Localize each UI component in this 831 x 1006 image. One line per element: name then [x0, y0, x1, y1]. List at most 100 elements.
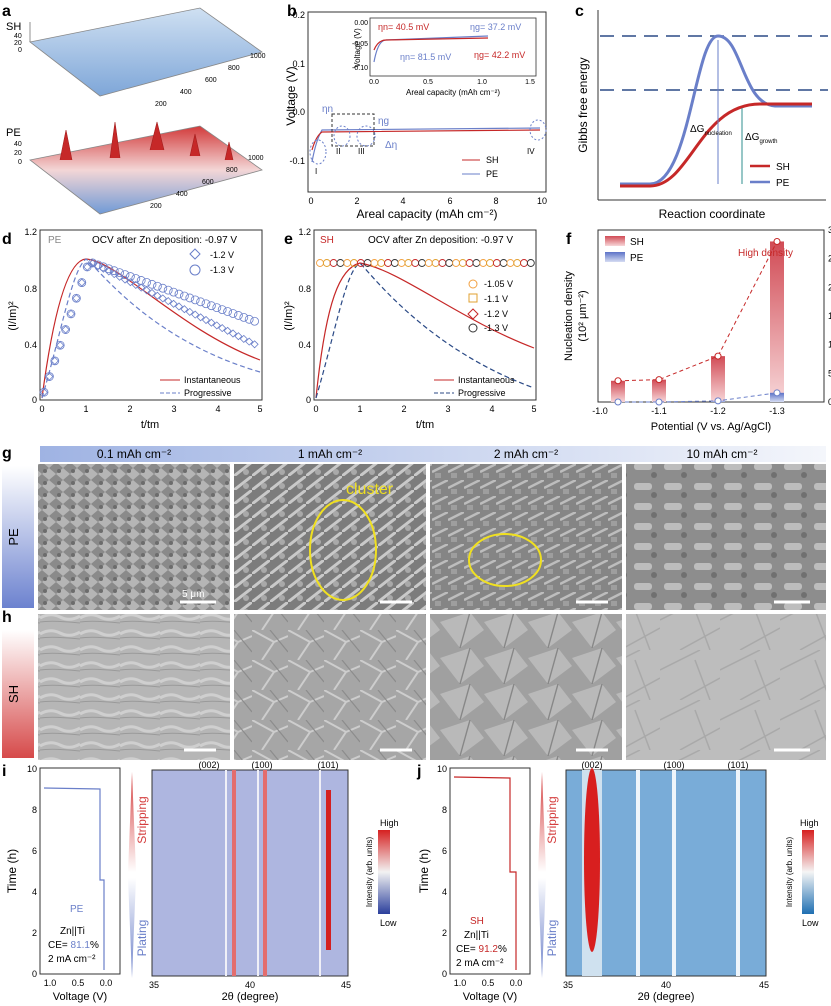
c-legend-sh: SH [776, 162, 790, 173]
e-marker [465, 259, 474, 267]
panel-c: c Gibbs free energy Reaction coordinate … [575, 3, 828, 221]
e-xlabel: t/tm [416, 419, 434, 431]
f-ytick-2: 5 [828, 368, 831, 378]
d-marker-diamond [174, 302, 184, 311]
d-marker-diamond [158, 294, 167, 303]
d-marker-diamond [250, 340, 259, 349]
j-cbar-label: Intensity (arb. units) [785, 837, 794, 908]
d-marker-diamond [147, 288, 157, 298]
d-marker-diamond [239, 334, 248, 343]
panel-i-letter: i [2, 763, 6, 780]
i-cbar-label: Intensity (arb. units) [365, 837, 374, 908]
e-legend-2: -1.1 V [484, 294, 508, 304]
i-peak-002 [232, 770, 236, 976]
f-legend-pe: PE [630, 253, 644, 264]
e-xtick-1: 0 [313, 404, 318, 414]
d-marker-circle [206, 301, 216, 311]
b-xticks: 0 2 4 6 8 10 [308, 196, 547, 206]
b-circle-3 [356, 125, 376, 147]
b-inset-xtick-4: 1.5 [525, 79, 535, 86]
c-xlabel: Reaction coordinate [659, 207, 766, 221]
d-marker-circle [104, 264, 114, 274]
b-delta-eta: Δη [385, 140, 397, 151]
cluster-label: cluster [346, 481, 394, 498]
j-xtick-2: 0.5 [482, 978, 495, 988]
panel-d: d (I/Im)² t/tm 1.2 0.8 0.4 0 0 1 2 3 4 5… [2, 227, 263, 431]
b-eta-g-sh: ηg= 42.2 mV [474, 50, 525, 60]
b-roman-2: II [336, 147, 340, 156]
sh-label: SH [6, 21, 21, 33]
d-marker-circle [179, 291, 189, 301]
c-ylabel: Gibbs free energy [576, 57, 590, 152]
f-point-sh-2 [655, 376, 663, 384]
b-xtick-3: 4 [400, 196, 405, 206]
d-xticks: 0 1 2 3 4 5 [39, 404, 262, 414]
i-xlabel: Voltage (V) [53, 991, 107, 1003]
sh-x-tick-3: 600 [205, 77, 217, 84]
sh-surface [29, 7, 263, 97]
j-peak-002 [584, 768, 600, 952]
d-marker-diamond [191, 310, 200, 319]
i-xtick-2: 0.5 [72, 978, 85, 988]
d-marker-circle [158, 283, 168, 293]
d-marker-circle [99, 262, 108, 272]
pe-surface [29, 125, 263, 215]
j-stripping: Stripping [545, 796, 559, 843]
j-label: SH [470, 916, 484, 927]
i-xlabel2: 2θ (degree) [222, 991, 279, 1003]
d-marker-diamond [66, 309, 76, 318]
f-ytick-7: 30 [828, 225, 831, 235]
e-marker [472, 259, 481, 267]
c-dg-growth: ΔGgrowth [745, 132, 777, 145]
j-stripping-arrow [538, 772, 546, 872]
b-axes [307, 11, 547, 193]
b-xtick-1: 0 [308, 196, 313, 206]
f-ytick-5: 20 [828, 282, 831, 292]
d-marker-diamond [45, 372, 54, 381]
d-marker-diamond [104, 267, 113, 276]
j-colorbar [802, 830, 814, 914]
i-ytick-1: 10 [27, 764, 37, 774]
e-marker [513, 259, 522, 267]
i-stripping-arrow [128, 772, 136, 872]
d-ytick-2: 0.8 [24, 284, 37, 294]
e-axes [313, 229, 537, 401]
panel-i: i Time (h) Voltage (V) 10 8 6 4 2 0 1.0 … [2, 760, 399, 1003]
b-sh-curve [311, 129, 541, 151]
d-marker-circle [223, 307, 233, 316]
b-inset-ytick-3: -0.10 [352, 65, 368, 72]
pe-z-tick-20: 20 [14, 150, 22, 157]
f-legend-sh: SH [630, 237, 644, 248]
i-peak-100 [263, 770, 267, 976]
b-ytick-2: 0.1 [292, 59, 305, 69]
e-xtick-6: 5 [531, 404, 536, 414]
j-voltage-curve [453, 776, 517, 970]
d-marker-diamond [77, 278, 86, 287]
d-marker-circle [228, 309, 238, 318]
e-marker [411, 259, 420, 267]
e-xticks: 0 1 2 3 4 5 [313, 404, 536, 414]
e-ocv: OCV after Zn deposition: -0.97 V [368, 235, 513, 246]
e-legend-m4 [468, 323, 478, 333]
f-ytick-6: 25 [828, 254, 831, 264]
pe-x-tick-5: 1000 [248, 155, 264, 162]
d-marker-diamond [164, 297, 173, 306]
d-ytick-1: 1.2 [24, 227, 37, 237]
j-xlabel: Voltage (V) [463, 991, 517, 1003]
c-legend-pe: PE [776, 178, 790, 189]
d-marker-diamond [115, 272, 124, 281]
f-trend-sh [617, 241, 778, 382]
d-marker-circle [93, 260, 103, 270]
e-title: SH [320, 235, 334, 246]
panel-f-letter: f [566, 231, 572, 248]
pe-z-tick-40: 40 [14, 141, 22, 148]
d-yticks: 1.2 0.8 0.4 0 [24, 227, 37, 405]
sh-x-tick-4: 800 [228, 65, 240, 72]
sem-col-1: 0.1 mAh cm⁻² [97, 447, 171, 461]
f-yticks: 0 5 10 15 20 25 30 [828, 225, 831, 407]
d-marker-diamond [50, 356, 59, 365]
e-marker [418, 259, 426, 267]
panel-j-letter: j [416, 763, 421, 780]
j-x2tick-1: 35 [563, 980, 573, 990]
i-ytick-5: 2 [32, 928, 37, 938]
